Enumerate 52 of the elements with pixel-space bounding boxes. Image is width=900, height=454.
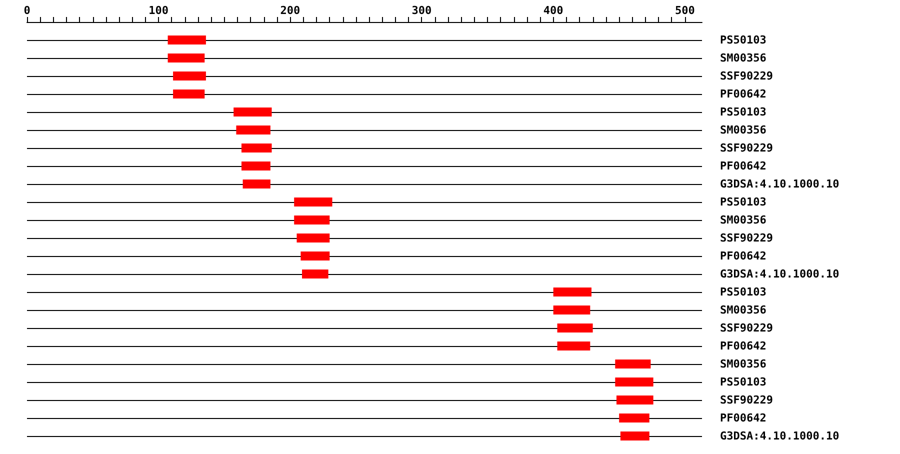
x-tick-label: 300 <box>412 4 432 17</box>
y-tick-label: PS50103 <box>720 196 766 208</box>
y-tick-label: G3DSA:4.10.1000.10 <box>720 430 840 442</box>
bar <box>616 396 654 404</box>
bar <box>241 144 272 152</box>
y-tick-label: G3DSA:4.10.1000.10 <box>720 178 840 190</box>
bar <box>553 288 592 296</box>
bar <box>302 270 328 278</box>
x-tick-label: 0 <box>24 4 30 17</box>
bar <box>294 198 332 206</box>
y-tick-label: G3DSA:4.10.1000.10 <box>720 268 840 280</box>
x-tick-label: 200 <box>280 4 300 17</box>
x-tick-label: 400 <box>543 4 564 17</box>
y-tick-label: PS50103 <box>720 106 766 118</box>
y-tick-label: SSF90229 <box>720 70 773 82</box>
y-tick-label: SSF90229 <box>720 232 773 244</box>
bar <box>620 432 650 440</box>
y-tick-label: PS50103 <box>720 34 766 46</box>
bar <box>173 90 205 98</box>
bar <box>619 414 650 422</box>
x-tick-label: 100 <box>148 4 169 17</box>
bar <box>553 306 590 314</box>
bar <box>242 180 270 188</box>
y-tick-label: SM00356 <box>720 52 767 64</box>
y-tick-label: PF00642 <box>720 340 766 352</box>
y-tick-label: SM00356 <box>720 214 767 226</box>
bar <box>241 162 270 170</box>
y-tick-label: SM00356 <box>720 358 767 370</box>
bar <box>296 234 330 242</box>
y-tick-label: PF00642 <box>720 160 766 172</box>
bar <box>300 252 330 260</box>
bar <box>234 108 272 116</box>
bar <box>615 360 651 368</box>
bar <box>294 216 330 224</box>
y-tick-label: SSF90229 <box>720 322 773 334</box>
bar <box>236 126 270 134</box>
y-tick-label: SM00356 <box>720 304 767 316</box>
bar <box>168 54 205 62</box>
y-tick-label: PS50103 <box>720 286 766 298</box>
y-tick-label: PS50103 <box>720 376 766 388</box>
bar <box>615 378 654 386</box>
bar <box>557 342 590 350</box>
bar <box>173 72 206 80</box>
y-tick-label: SM00356 <box>720 124 767 136</box>
bar <box>168 36 206 44</box>
y-tick-label: PF00642 <box>720 250 766 262</box>
bar <box>557 324 593 332</box>
y-tick-label: SSF90229 <box>720 394 773 406</box>
y-tick-label: PF00642 <box>720 412 766 424</box>
x-tick-label: 500 <box>674 4 695 17</box>
y-tick-label: PF00642 <box>720 88 766 100</box>
y-tick-label: SSF90229 <box>720 142 773 154</box>
